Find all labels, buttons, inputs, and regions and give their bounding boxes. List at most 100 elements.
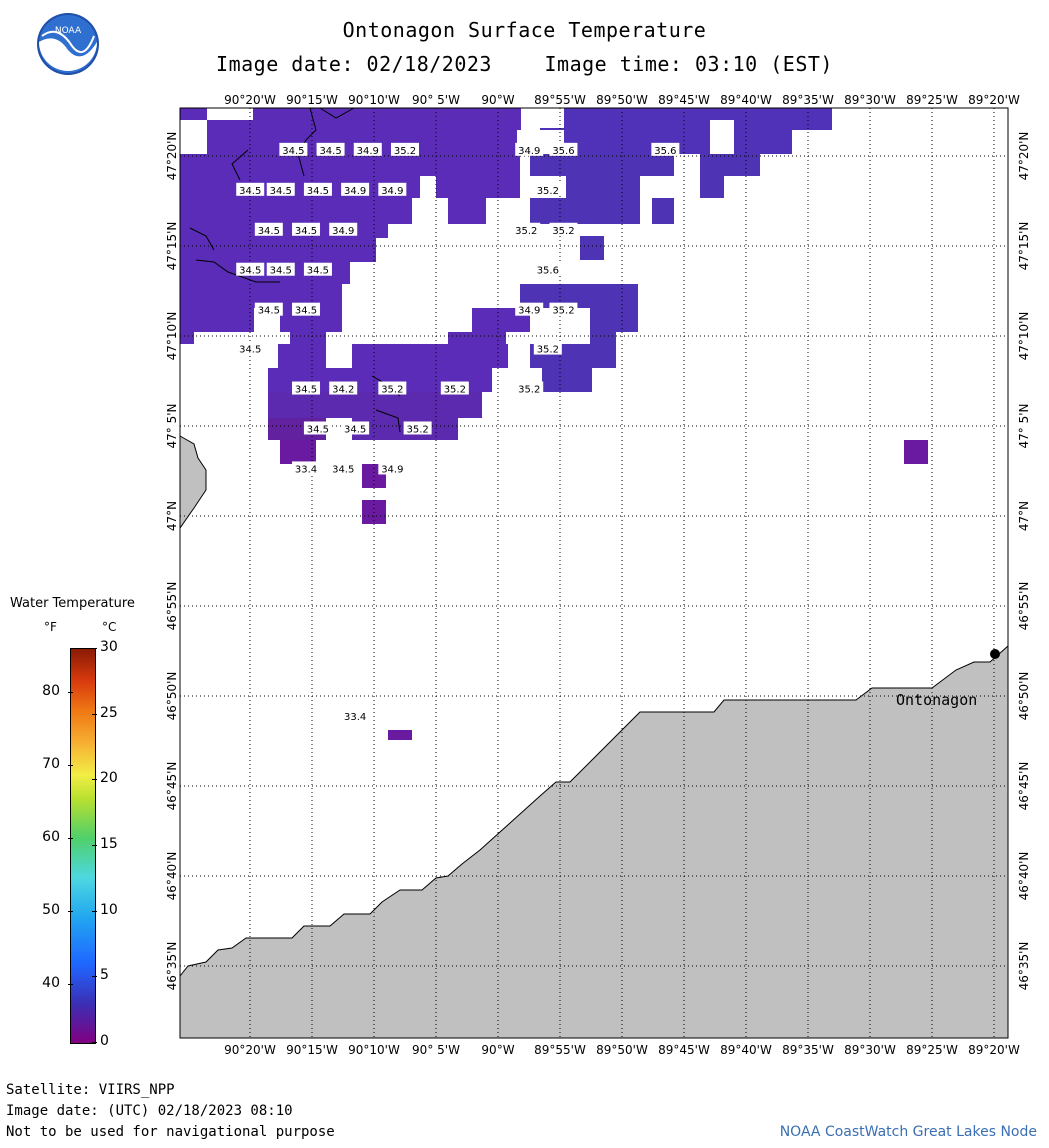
latitude-label-right: 46°55'N	[1017, 582, 1031, 631]
svg-text:34.5: 34.5	[344, 424, 366, 435]
latitude-label-left: 46°40'N	[165, 852, 179, 901]
svg-text:34.5: 34.5	[239, 186, 261, 197]
legend-title: Water Temperature	[10, 596, 135, 611]
longitude-label-bottom: 90°20'W	[224, 1043, 276, 1057]
svg-text:35.2: 35.2	[537, 345, 559, 356]
svg-text:34.9: 34.9	[381, 464, 403, 475]
image-date: Image date: 02/18/2023	[216, 52, 492, 76]
svg-text:NOAA: NOAA	[55, 26, 82, 36]
legend-tick-mark	[68, 764, 73, 766]
temperature-value-label: 34.5	[303, 421, 332, 435]
temperature-value-label: 35.2	[390, 142, 419, 157]
ontonagon-label: Ontonagon	[896, 691, 977, 709]
legend-celsius-tick: 20	[100, 770, 118, 787]
noaa-logo-icon: NOAA	[37, 13, 99, 75]
footer-disclaimer: Not to be used for navigational purpose	[6, 1124, 335, 1140]
latitude-label-right: 46°50'N	[1017, 672, 1031, 721]
temperature-value-label: 35.2	[549, 302, 578, 317]
temperature-value-label: 34.5	[266, 262, 295, 277]
temperature-value-label: 34.5	[292, 222, 321, 237]
latitude-label-left: 47°10'N	[165, 312, 179, 361]
legend-fahrenheit-tick: 80	[42, 682, 60, 699]
legend-celsius-tick: 30	[100, 639, 118, 655]
temperature-value-label: 34.5	[303, 262, 332, 277]
legend-fahrenheit-tick: 60	[42, 828, 60, 845]
svg-text:34.5: 34.5	[270, 266, 292, 277]
latitude-label-left: 47°20'N	[165, 132, 179, 181]
svg-text:34.5: 34.5	[319, 146, 341, 157]
svg-text:35.2: 35.2	[444, 385, 466, 396]
legend-fahrenheit-tick: 50	[42, 901, 60, 918]
svg-text:33.4: 33.4	[344, 712, 366, 723]
longitude-label-bottom: 90°W	[481, 1043, 514, 1057]
longitude-label-bottom: 90°15'W	[286, 1043, 338, 1057]
temperature-value-label: 34.5	[236, 182, 265, 197]
legend-fahrenheit-tick: 70	[42, 755, 60, 772]
svg-text:35.2: 35.2	[518, 385, 540, 396]
legend-tick-mark	[92, 779, 97, 781]
svg-text:34.5: 34.5	[282, 146, 304, 157]
legend-tick-mark	[92, 910, 97, 912]
svg-text:34.5: 34.5	[295, 226, 317, 237]
temperature-value-label: 35.6	[651, 142, 680, 157]
longitude-label-top: 89°45'W	[658, 93, 710, 107]
temperature-value-label: 34.5	[279, 142, 308, 157]
latitude-label-left: 46°45'N	[165, 762, 179, 811]
svg-text:34.9: 34.9	[518, 306, 540, 317]
longitude-label-bottom: 89°30'W	[844, 1043, 896, 1057]
svg-text:35.2: 35.2	[406, 424, 428, 435]
svg-text:34.5: 34.5	[295, 306, 317, 317]
svg-text:34.5: 34.5	[239, 345, 261, 356]
temperature-value-label: 35.6	[533, 262, 562, 277]
footer-utc-date: Image date: (UTC) 02/18/2023 08:10	[6, 1103, 293, 1119]
svg-text:35.2: 35.2	[552, 306, 574, 317]
coordinate-grid	[180, 108, 1008, 1038]
temperature-value-label: 33.4	[292, 461, 321, 475]
temperature-value-label: 34.9	[515, 142, 544, 157]
temperature-value-label: 34.5	[254, 302, 283, 317]
svg-text:35.6: 35.6	[552, 146, 574, 157]
legend-tick-mark	[92, 845, 97, 846]
temperature-value-label: 35.2	[440, 381, 469, 396]
temperature-value-label: 34.5	[292, 302, 321, 317]
footer-credit: NOAA CoastWatch Great Lakes Node	[779, 1124, 1037, 1140]
svg-text:34.5: 34.5	[295, 385, 317, 396]
latitude-label-right: 47°10'N	[1017, 312, 1031, 361]
legend-unit-fahrenheit: °F	[44, 620, 57, 634]
svg-text:35.2: 35.2	[394, 146, 416, 157]
latitude-label-right: 47°15'N	[1017, 222, 1031, 271]
temperature-value-label: 34.5	[341, 421, 370, 435]
image-datetime: Image date: 02/18/2023 Image time: 03:10…	[0, 52, 1049, 76]
latitude-label-right: 46°35'N	[1017, 942, 1031, 991]
legend-tick-mark	[68, 837, 73, 839]
svg-text:35.6: 35.6	[537, 266, 559, 277]
svg-text:34.5: 34.5	[332, 464, 354, 475]
legend-tick-mark	[92, 713, 97, 715]
svg-text:35.2: 35.2	[537, 186, 559, 197]
longitude-label-bottom: 89°45'W	[658, 1043, 710, 1057]
map-frame	[179, 107, 1009, 1039]
latitude-label-right: 46°45'N	[1017, 762, 1031, 811]
svg-text:34.9: 34.9	[344, 186, 366, 197]
svg-text:34.5: 34.5	[307, 424, 329, 435]
svg-text:35.2: 35.2	[515, 226, 537, 237]
latitude-label-left: 46°50'N	[165, 672, 179, 721]
svg-text:34.9: 34.9	[357, 146, 379, 157]
temperature-value-label: 34.5	[316, 142, 345, 157]
temperature-value-label: 34.9	[341, 182, 370, 197]
latitude-label-left: 47°15'N	[165, 222, 179, 271]
longitude-label-top: 89°25'W	[906, 93, 958, 107]
svg-text:34.5: 34.5	[307, 186, 329, 197]
longitude-label-bottom: 89°55'W	[534, 1043, 586, 1057]
svg-text:34.9: 34.9	[332, 226, 354, 237]
latitude-label-right: 47°N	[1017, 501, 1031, 531]
legend-celsius-tick: 25	[100, 704, 118, 721]
temperature-value-label: 34.2	[329, 381, 358, 396]
longitude-label-bottom: 89°20'W	[968, 1043, 1020, 1057]
temperature-value-label: 34.5	[236, 262, 265, 277]
latitude-label-left: 46°35'N	[165, 942, 179, 991]
latitude-label-left: 46°55'N	[165, 582, 179, 631]
county-lines	[189, 107, 401, 433]
latitude-label-left: 47° 5'N	[165, 404, 179, 449]
temperature-value-label: 34.5	[236, 341, 265, 356]
